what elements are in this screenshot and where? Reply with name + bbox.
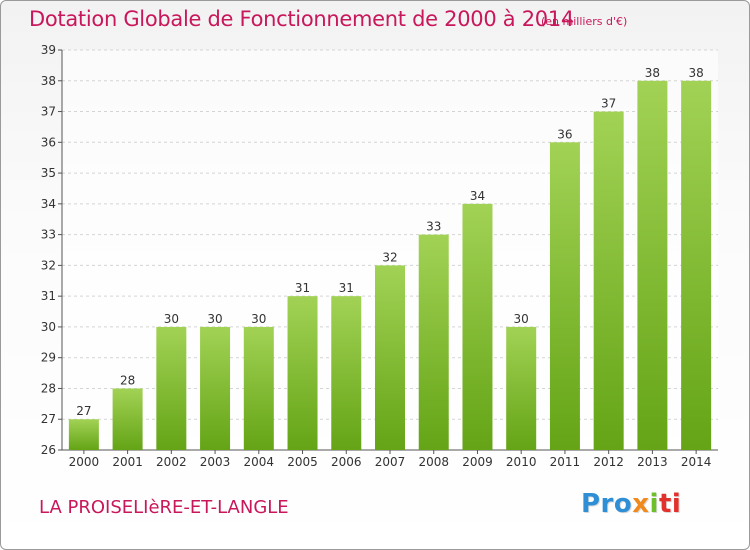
x-tick-label-2005: 2005 xyxy=(287,455,318,469)
x-tick-label-2007: 2007 xyxy=(375,455,406,469)
data-label-2014: 38 xyxy=(688,66,703,80)
y-tick-label: 37 xyxy=(41,105,56,119)
bar-2006 xyxy=(331,296,362,450)
x-tick-label-2000: 2000 xyxy=(69,455,100,469)
bar-2000 xyxy=(68,419,99,450)
x-tick-label-2013: 2013 xyxy=(637,455,668,469)
y-tick-label: 28 xyxy=(41,381,56,395)
x-tick-label-2009: 2009 xyxy=(462,455,493,469)
y-tick-label: 29 xyxy=(41,351,56,365)
bar-2009 xyxy=(462,203,493,450)
chart-title: Dotation Globale de Fonctionnement de 20… xyxy=(29,7,574,31)
data-label-2010: 30 xyxy=(514,312,529,326)
commune-name: LA PROISELIèRE-ET-LANGLE xyxy=(39,497,289,518)
bar-2004 xyxy=(243,326,274,450)
x-tick-label-2003: 2003 xyxy=(200,455,231,469)
bar-2007 xyxy=(375,265,405,450)
bar-2010 xyxy=(506,326,537,450)
bar-2003 xyxy=(200,326,231,450)
x-tick-label-2010: 2010 xyxy=(506,455,537,469)
data-label-2006: 31 xyxy=(339,281,354,295)
data-label-2011: 36 xyxy=(557,127,572,141)
y-tick-label: 34 xyxy=(41,197,56,211)
bar-2013 xyxy=(637,80,668,451)
y-tick-label: 31 xyxy=(41,289,56,303)
logo-letter: Pro xyxy=(581,489,633,519)
bar-2012 xyxy=(593,111,624,451)
y-tick-label: 33 xyxy=(41,228,56,242)
bar-2011 xyxy=(549,142,580,451)
unit-note: (en milliers d'€) xyxy=(541,15,628,28)
data-label-2005: 31 xyxy=(295,281,310,295)
logo-letter: ti xyxy=(658,489,682,519)
bar-2001 xyxy=(112,388,143,450)
x-tick-label-2004: 2004 xyxy=(244,455,275,469)
y-tick-label: 26 xyxy=(41,443,56,457)
data-label-2001: 28 xyxy=(120,373,135,387)
data-label-2002: 30 xyxy=(164,312,179,326)
y-tick-label: 35 xyxy=(41,166,56,180)
bar-2005 xyxy=(287,296,318,450)
bar-2002 xyxy=(156,326,187,450)
x-tick-label-2011: 2011 xyxy=(550,455,581,469)
x-tick-label-2012: 2012 xyxy=(593,455,624,469)
data-label-2003: 30 xyxy=(207,312,222,326)
x-tick-label-2006: 2006 xyxy=(331,455,362,469)
y-tick-label: 27 xyxy=(41,412,56,426)
data-label-2008: 33 xyxy=(426,220,441,234)
y-tick-label: 38 xyxy=(41,74,56,88)
y-tick-label: 32 xyxy=(41,258,56,272)
bar-2008 xyxy=(418,234,449,450)
y-tick-label: 39 xyxy=(41,43,56,57)
logo-letter: x xyxy=(632,489,650,519)
data-label-2012: 37 xyxy=(601,97,616,111)
x-tick-label-2008: 2008 xyxy=(418,455,449,469)
x-tick-label-2002: 2002 xyxy=(156,455,187,469)
data-label-2000: 27 xyxy=(76,404,91,418)
bar-2014 xyxy=(681,80,712,451)
data-label-2007: 32 xyxy=(382,250,397,264)
x-tick-label-2001: 2001 xyxy=(112,455,143,469)
x-tick-label-2014: 2014 xyxy=(681,455,712,469)
data-label-2004: 30 xyxy=(251,312,266,326)
proxiti-logo: Proxiti xyxy=(581,489,681,519)
y-tick-label: 36 xyxy=(41,135,56,149)
y-tick-label: 30 xyxy=(41,320,56,334)
data-label-2009: 34 xyxy=(470,189,485,203)
logo-letter: i xyxy=(649,489,659,519)
data-label-2013: 38 xyxy=(645,66,660,80)
